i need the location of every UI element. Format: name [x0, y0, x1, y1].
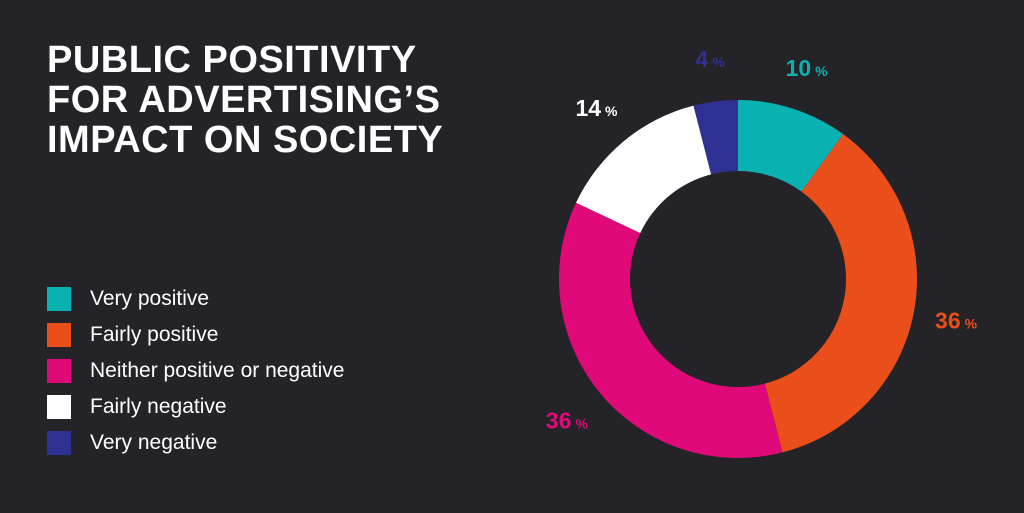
slice-value-fairly-positive: 36: [935, 308, 961, 334]
slice-unit-neither: %: [576, 416, 589, 432]
slice-fairly-positive: [764, 134, 917, 453]
slice-value-neither: 36: [546, 408, 572, 434]
slice-neither: [559, 202, 783, 458]
slice-label-very-positive: 10%: [786, 55, 829, 81]
slice-very-positive: [738, 100, 844, 192]
slice-value-very-positive: 10: [786, 55, 812, 81]
slice-label-neither: 36%: [546, 408, 589, 434]
legend-label-neither: Neither positive or negative: [90, 359, 345, 382]
legend: Very positive Fairly positive Neither po…: [47, 281, 344, 461]
slice-fairly-negative: [576, 105, 712, 234]
legend-swatch-fairly-negative: [47, 395, 71, 419]
legend-label-very-positive: Very positive: [90, 287, 210, 310]
legend-item-fairly-positive: Fairly positive: [47, 317, 344, 353]
legend-swatch-neither: [47, 359, 71, 383]
slice-very-negative: [693, 100, 738, 175]
slice-label-fairly-positive: 36%: [935, 308, 978, 334]
slice-unit-fairly-negative: %: [605, 103, 618, 119]
legend-swatch-fairly-positive: [47, 323, 71, 347]
title-line-1: PUBLIC POSITIVITY: [47, 39, 417, 81]
legend-swatch-very-negative: [47, 431, 71, 455]
slice-value-very-negative: 4: [696, 46, 709, 72]
legend-item-very-positive: Very positive: [47, 281, 344, 317]
legend-label-very-negative: Very negative: [90, 431, 218, 454]
slice-value-fairly-negative: 14: [575, 95, 601, 121]
legend-item-fairly-negative: Fairly negative: [47, 389, 344, 425]
slice-label-very-negative: 4%: [696, 46, 726, 72]
title-line-2: FOR ADVERTISING’S: [47, 79, 441, 121]
chart-title: PUBLIC POSITIVITY FOR ADVERTISING’S IMPA…: [47, 40, 507, 160]
legend-item-very-negative: Very negative: [47, 425, 344, 461]
slice-label-fairly-negative: 14%: [575, 95, 618, 121]
title-line-3: IMPACT ON SOCIETY: [47, 119, 444, 161]
slice-unit-very-positive: %: [815, 63, 828, 79]
slice-unit-very-negative: %: [712, 54, 725, 70]
legend-swatch-very-positive: [47, 287, 71, 311]
legend-item-neither: Neither positive or negative: [47, 353, 344, 389]
slice-unit-fairly-positive: %: [965, 316, 978, 332]
legend-label-fairly-negative: Fairly negative: [90, 395, 227, 418]
legend-label-fairly-positive: Fairly positive: [90, 323, 219, 346]
